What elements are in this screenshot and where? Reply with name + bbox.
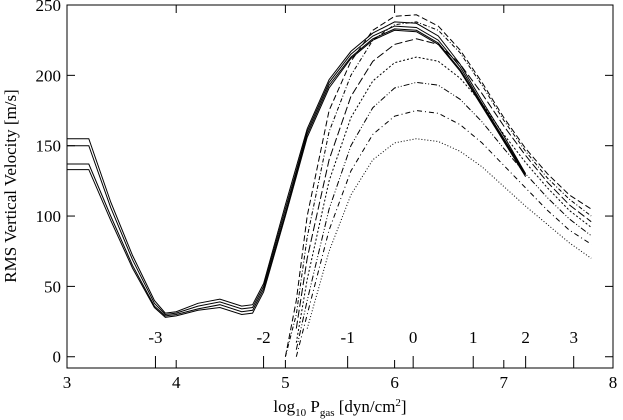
series-line [67,25,527,316]
lines [67,14,592,357]
y-axis-label: RMS Vertical Velocity [m/s] [1,89,20,282]
y-tick-label: 50 [44,277,61,296]
y-tick-label: 200 [36,66,62,85]
x2-tick-label: 2 [521,328,530,347]
x-label-part: [dyn/cm [335,397,396,416]
x-tick-label: 3 [63,373,72,392]
series-line [67,28,527,317]
x-label-part: 10 [295,407,307,419]
x-label-part: log [273,397,295,416]
y-tick-label: 0 [53,348,62,367]
series-line [284,21,592,357]
series-line [295,56,592,343]
plot-frame [66,4,614,369]
series-line [295,38,592,329]
x-axis-label: log10 Pgas [dyn/cm2] [273,397,406,419]
x-tick-label: 5 [281,373,290,392]
series-line [295,109,592,357]
y-tick-label: 150 [36,137,62,156]
x-tick-label: 4 [172,373,181,392]
x2-tick-label: -3 [148,328,162,347]
x-tick-label: 7 [500,373,509,392]
x2-tick-label: -2 [256,328,270,347]
series-line [284,14,592,357]
x-tick-label: 8 [609,373,618,392]
x2-tick-label: 1 [469,328,478,347]
x-label-part: P [306,397,320,416]
y-tick-label: 100 [36,207,62,226]
series-line [306,138,592,329]
x-label-part: gas [320,407,335,419]
x2-tick-label: 3 [569,328,578,347]
x-tick-label: 6 [390,373,399,392]
series-line [295,81,592,350]
x2-tick-label: -1 [341,328,355,347]
x-label-part: ] [401,397,407,416]
series-line [67,21,527,314]
y-tick-label: 250 [36,0,62,15]
x-label-part: 2 [395,397,401,409]
x2-tick-label: 0 [409,328,418,347]
